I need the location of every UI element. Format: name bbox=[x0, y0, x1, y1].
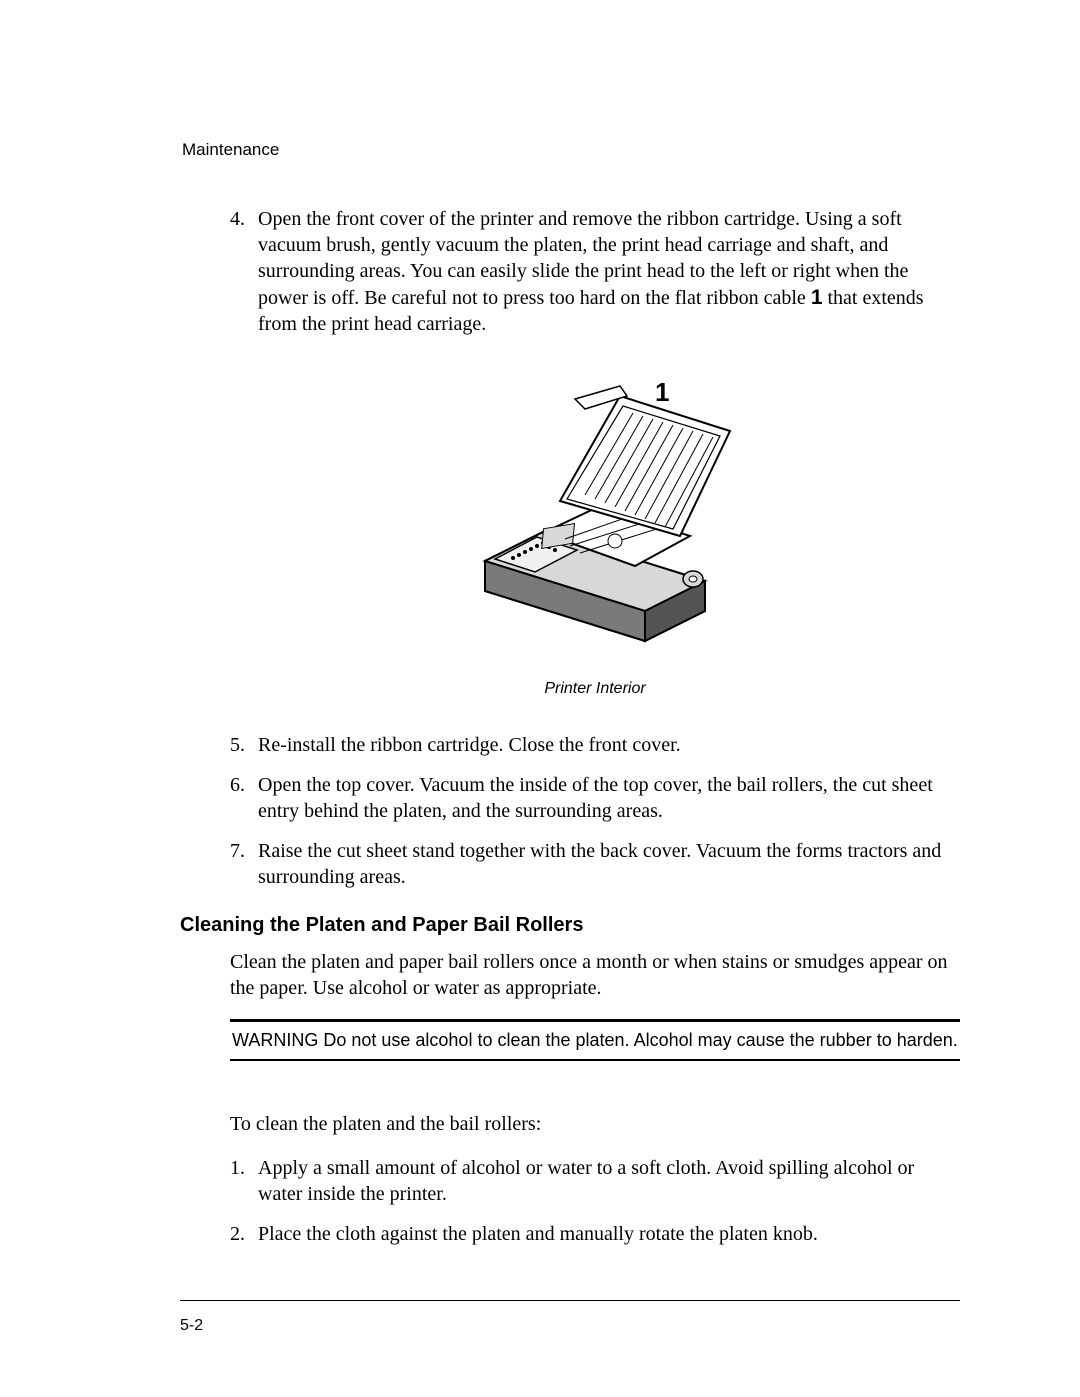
step-number: 2. bbox=[230, 1221, 258, 1247]
step-number: 6. bbox=[230, 772, 258, 824]
step-number: 4. bbox=[230, 206, 258, 337]
callout-number-inline: 1 bbox=[811, 286, 823, 309]
step-5: 5. Re-install the ribbon cartridge. Clos… bbox=[230, 732, 960, 758]
step-text: Raise the cut sheet stand together with … bbox=[258, 838, 960, 890]
printer-illustration: 1 bbox=[445, 361, 745, 661]
warning-label: WARNING bbox=[232, 1030, 318, 1050]
section-heading: Cleaning the Platen and Paper Bail Rolle… bbox=[180, 914, 960, 937]
warning-text: Do not use alcohol to clean the platen. … bbox=[323, 1030, 957, 1050]
steps-list-b: 5. Re-install the ribbon cartridge. Clos… bbox=[230, 732, 960, 890]
step-number: 1. bbox=[230, 1155, 258, 1207]
intro-paragraph: To clean the platen and the bail rollers… bbox=[230, 1111, 960, 1137]
page-number: 5-2 bbox=[180, 1317, 203, 1335]
printer-figure: 1 bbox=[230, 361, 960, 666]
step-c1: 1. Apply a small amount of alcohol or wa… bbox=[230, 1155, 960, 1207]
steps-list-a: 4. Open the front cover of the printer a… bbox=[230, 206, 960, 337]
figure-callout-1: 1 bbox=[655, 377, 669, 407]
step-c2: 2. Place the cloth against the platen an… bbox=[230, 1221, 960, 1247]
section-paragraph: Clean the platen and paper bail rollers … bbox=[230, 949, 960, 1001]
footer-rule bbox=[180, 1300, 960, 1301]
step-7: 7. Raise the cut sheet stand together wi… bbox=[230, 838, 960, 890]
page: Maintenance 4. Open the front cover of t… bbox=[0, 0, 1080, 1397]
step-text: Place the cloth against the platen and m… bbox=[258, 1221, 960, 1247]
warning-box: WARNING Do not use alcohol to clean the … bbox=[230, 1019, 960, 1061]
step-4: 4. Open the front cover of the printer a… bbox=[230, 206, 960, 337]
steps-list-c: 1. Apply a small amount of alcohol or wa… bbox=[230, 1155, 960, 1247]
step-text: Open the top cover. Vacuum the inside of… bbox=[258, 772, 960, 824]
content-block: 4. Open the front cover of the printer a… bbox=[230, 206, 960, 890]
figure-caption: Printer Interior bbox=[230, 680, 960, 698]
step-text: Open the front cover of the printer and … bbox=[258, 206, 960, 337]
step-text: Apply a small amount of alcohol or water… bbox=[258, 1155, 960, 1207]
step-number: 5. bbox=[230, 732, 258, 758]
page-header: Maintenance bbox=[182, 140, 960, 160]
content-block-c: 1. Apply a small amount of alcohol or wa… bbox=[230, 1155, 960, 1247]
step-number: 7. bbox=[230, 838, 258, 890]
step-text: Re-install the ribbon cartridge. Close t… bbox=[258, 732, 960, 758]
step-6: 6. Open the top cover. Vacuum the inside… bbox=[230, 772, 960, 824]
